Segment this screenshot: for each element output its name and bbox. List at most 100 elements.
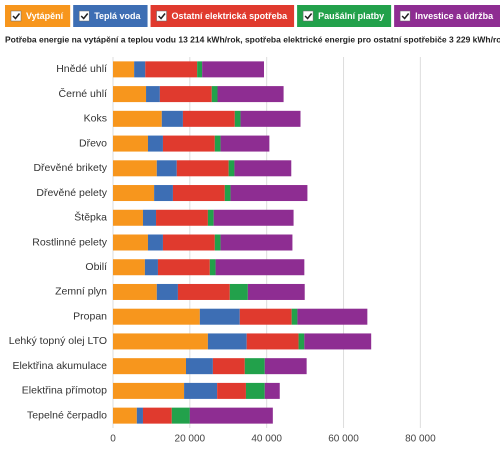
y-tick-label: Dřevěné pelety <box>36 187 107 199</box>
legend-label: Investice a údržba <box>415 11 494 21</box>
bar-segment <box>304 333 372 350</box>
bar-segment <box>145 61 198 78</box>
y-tick-label: Černé uhlí <box>59 87 108 100</box>
bar-segment <box>229 283 248 300</box>
bar-segment <box>220 234 293 251</box>
x-tick-label: 80 000 <box>405 434 436 445</box>
legend-item[interactable] <box>150 5 295 27</box>
bar-segment <box>177 283 230 300</box>
bar-segment <box>113 185 155 202</box>
bar-segment <box>220 135 270 152</box>
bar-segment <box>214 234 221 251</box>
legend-checkbox <box>78 10 90 22</box>
bar-segment <box>113 160 157 177</box>
bar-segment <box>298 333 305 350</box>
x-tick-label: 40 000 <box>251 434 282 445</box>
y-tick-label: Obilí <box>85 261 107 273</box>
y-tick-label: Dřevo <box>79 137 107 149</box>
bar-segment <box>230 185 308 202</box>
bar-segment <box>154 185 173 202</box>
legend-item[interactable] <box>297 5 392 27</box>
bar-segment <box>146 86 160 103</box>
x-tick-label: 0 <box>110 434 116 445</box>
bar-segment <box>186 358 213 375</box>
bar-segment <box>202 61 264 78</box>
bar-segment <box>239 308 292 325</box>
legend-item[interactable] <box>73 5 148 27</box>
bar-segment <box>142 407 172 424</box>
bar-segment <box>228 160 235 177</box>
bar-segment <box>113 283 157 300</box>
bar-segment <box>172 185 225 202</box>
bar-segment <box>240 110 301 127</box>
bar-segment <box>113 308 200 325</box>
x-tick-label: 20 000 <box>175 434 206 445</box>
bar-segment <box>147 234 163 251</box>
bar-segment <box>156 209 208 226</box>
bar-segment <box>176 160 229 177</box>
bar-segment <box>144 259 158 276</box>
bar-segment <box>184 382 218 399</box>
bar-segment <box>247 283 305 300</box>
y-tick-label: Tepelné čerpadlo <box>27 409 107 421</box>
bar-segment <box>156 283 178 300</box>
y-tick-label: Propan <box>73 310 107 322</box>
bar-segment <box>113 110 162 127</box>
legend-check <box>304 13 313 20</box>
bar-segment <box>147 135 163 152</box>
legend-item[interactable] <box>5 5 71 27</box>
bar-segment <box>159 86 212 103</box>
bar-segment <box>234 110 241 127</box>
bar-segment <box>113 333 208 350</box>
y-tick-label: Rostlinné pelety <box>32 236 107 248</box>
x-tick-label: 60 000 <box>328 434 359 445</box>
legend-item[interactable] <box>394 5 500 27</box>
bar-segment <box>162 234 215 251</box>
chart-subtitle: Potřeba energie na vytápění a teplou vod… <box>5 34 500 44</box>
y-tick-label: Hnědé uhlí <box>56 63 107 75</box>
bar-segment <box>297 308 368 325</box>
bar-segment <box>113 61 135 78</box>
bar-segment <box>217 86 284 103</box>
y-tick-label: Elektřina akumulace <box>12 360 107 372</box>
bar-segment <box>156 160 177 177</box>
bar-segment <box>157 259 210 276</box>
bar-segment <box>161 110 183 127</box>
bar-segment <box>214 135 221 152</box>
y-tick-label: Lehký topný olej LTO <box>9 335 107 347</box>
bar-segment <box>291 308 298 325</box>
bar-segment <box>113 382 185 399</box>
y-tick-label: Zemní plyn <box>55 286 107 298</box>
bar-segment <box>246 333 299 350</box>
bar-segment <box>215 259 305 276</box>
bar-segment <box>217 382 246 399</box>
legend-checkbox <box>10 10 22 22</box>
legend-check <box>401 13 410 20</box>
legend-checkbox <box>399 10 411 22</box>
bar-segment <box>264 358 307 375</box>
y-tick-label: Dřevěné brikety <box>33 162 107 174</box>
legend-check <box>12 13 21 20</box>
bar-segment <box>182 110 235 127</box>
bar-segment <box>113 407 137 424</box>
y-tick-label: Koks <box>84 113 107 125</box>
legend-check <box>158 13 166 20</box>
bar-segment <box>113 135 148 152</box>
legend-checkbox <box>156 10 167 22</box>
bar-segment <box>212 358 245 375</box>
y-tick-label: Elektřina přímotop <box>22 385 107 397</box>
bar-segment <box>113 86 147 103</box>
bar-segment <box>113 209 143 226</box>
bar-segment <box>162 135 215 152</box>
legend-label: Teplá voda <box>94 11 141 21</box>
legend-label: Vytápění <box>26 11 64 21</box>
legend-check <box>80 13 89 20</box>
bar-segment <box>244 358 265 375</box>
bar-segment <box>142 209 157 226</box>
bar-segment <box>224 185 231 202</box>
legend-label: Paušální platby <box>318 11 384 21</box>
bar-segment <box>264 382 280 399</box>
bar-segment <box>197 61 203 78</box>
bar-segment <box>171 407 190 424</box>
